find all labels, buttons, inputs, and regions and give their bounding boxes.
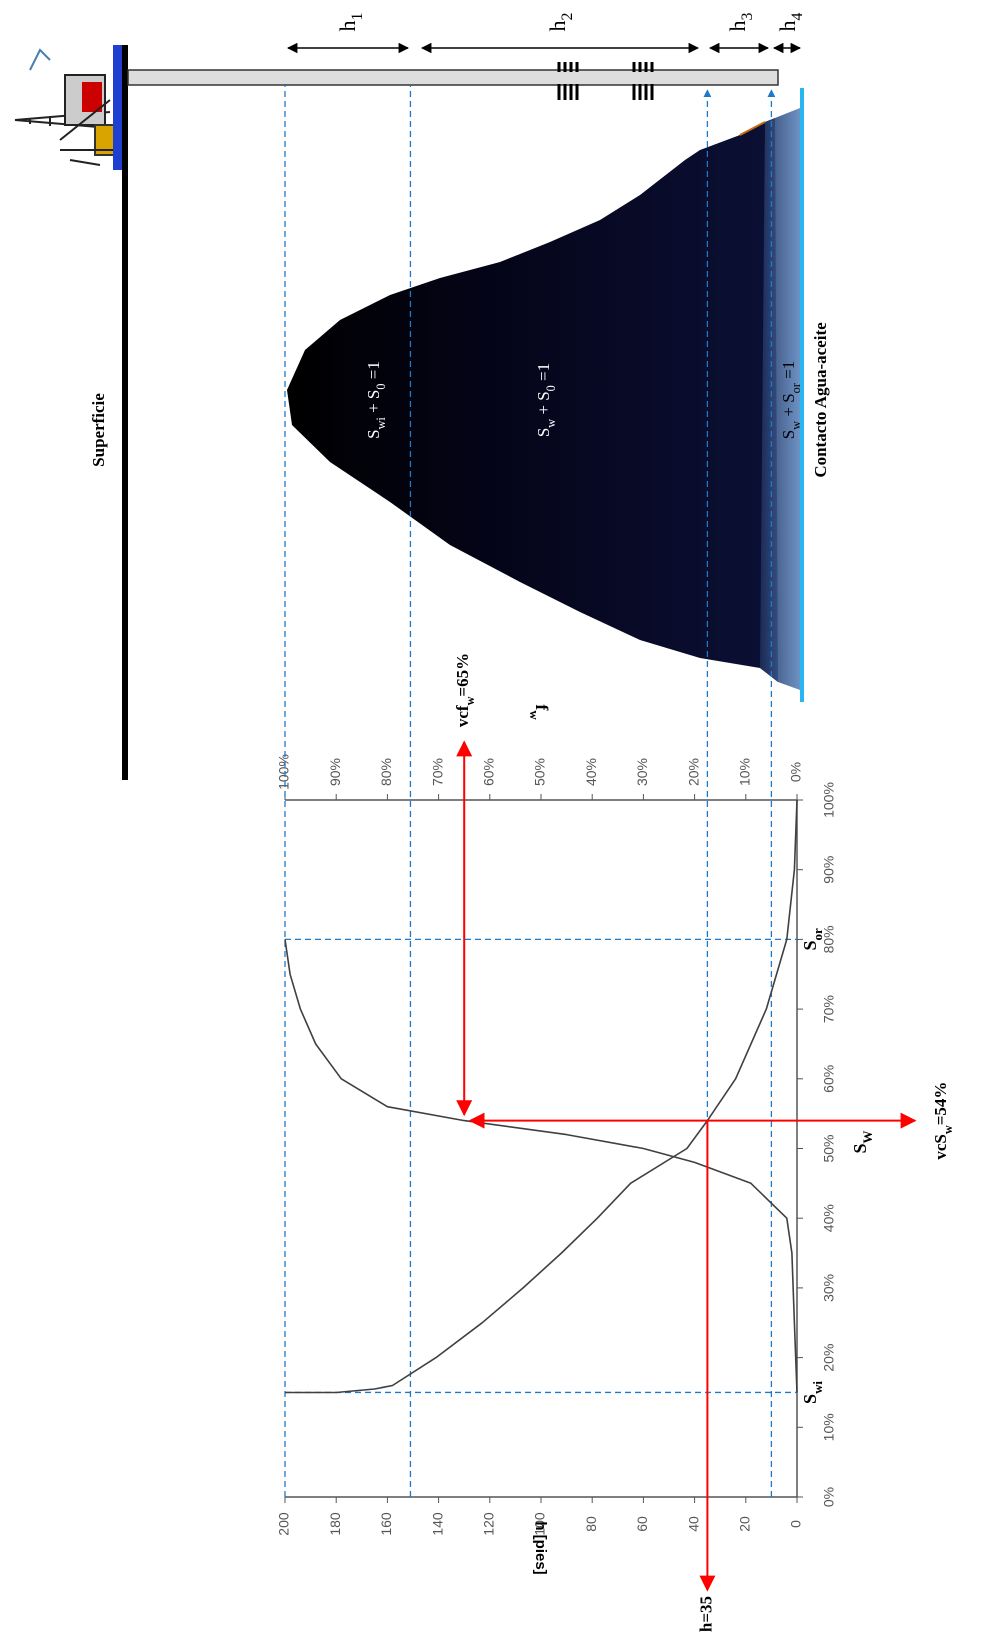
text-part: S: [364, 429, 383, 438]
text-part: =1: [364, 361, 383, 383]
y2-tick-label: 0%: [788, 762, 804, 782]
saturation-label: Swi: [800, 1381, 825, 1404]
subscript: W: [860, 1130, 875, 1143]
subscript: wi: [374, 417, 388, 430]
y2-tick-label: 100%: [276, 754, 292, 790]
saturation-label: Sor: [800, 928, 825, 950]
x-tick-label: 100%: [821, 782, 837, 818]
text-part: S: [850, 1143, 870, 1153]
subscript: 4: [789, 12, 806, 20]
text-part: S: [779, 430, 798, 439]
subscript: 1: [349, 13, 366, 21]
zone-label: Sw + S0 =1: [534, 363, 558, 437]
subscript: w: [941, 1125, 955, 1134]
y2-tick-label: 90%: [327, 758, 343, 786]
thickness-label: h4: [775, 12, 806, 31]
perforations: [557, 62, 654, 100]
text-part: vcS: [931, 1134, 950, 1160]
y-tick-label: 120: [481, 1512, 497, 1536]
x-tick-label: 90%: [821, 856, 837, 884]
subscript: 0: [544, 385, 558, 391]
curve: [285, 799, 798, 1394]
zone-label: Swi + S0 =1: [364, 361, 388, 439]
text-part: S: [800, 1394, 820, 1404]
text-part: + S: [364, 390, 383, 418]
text-part: =1: [779, 361, 798, 383]
subscript: or: [789, 383, 803, 393]
y2-tick-label: 10%: [737, 758, 753, 786]
y2-tick-label: 20%: [685, 758, 701, 786]
subscript: 0: [374, 383, 388, 389]
drilling-rig: [14, 48, 116, 166]
x-tick-label: 80%: [821, 925, 837, 953]
y-tick-label: 200: [276, 1512, 292, 1536]
y-tick-label: 160: [378, 1512, 394, 1536]
text-part: S: [534, 428, 553, 437]
x-tick-label: 40%: [821, 1204, 837, 1232]
annotation-label: h=35: [696, 1596, 715, 1632]
surface-label: Superficie: [89, 393, 108, 467]
y-tick-label: 140: [429, 1512, 445, 1536]
y-tick-label: 40: [685, 1516, 701, 1532]
text-part: h: [725, 20, 750, 31]
text-part: S: [800, 941, 820, 951]
y2-tick-label: 60%: [481, 758, 497, 786]
text-part: h: [775, 20, 800, 31]
contact-label: Contacto Agua-aceite: [811, 322, 830, 478]
x-tick-label: 30%: [821, 1274, 837, 1302]
x-tick-label: 60%: [821, 1065, 837, 1093]
water-zone: [760, 108, 800, 690]
x-axis-title: SW: [850, 1130, 875, 1153]
zone-label: Sw + Sor =1: [779, 361, 803, 439]
y-tick-label: 0: [788, 1520, 804, 1528]
y-tick-label: 100: [532, 1512, 548, 1536]
y2-tick-label: 30%: [634, 758, 650, 786]
edge: [739, 121, 766, 136]
subscript: 2: [559, 12, 576, 20]
y2-tick-label: 80%: [378, 758, 394, 786]
thickness-label: h1: [335, 13, 366, 32]
subscript: w: [789, 421, 803, 430]
x-tick-label: 10%: [821, 1413, 837, 1441]
y-axis-title: h [pies]: [532, 1521, 549, 1574]
reservoir: [287, 118, 778, 682]
x-tick-label: 20%: [821, 1344, 837, 1372]
y-tick-label: 80: [583, 1516, 599, 1532]
thickness-label: h3: [725, 12, 756, 31]
annotation-label: vcfw=65%: [453, 653, 477, 727]
text-part: =65%: [453, 653, 472, 697]
platform: [113, 45, 123, 170]
text-part: h: [335, 20, 360, 31]
y-tick-label: 20: [737, 1516, 753, 1532]
y-tick-label: 60: [634, 1516, 650, 1532]
y-tick-label: 180: [327, 1512, 343, 1536]
y2-axis-title: fw: [527, 704, 552, 720]
x-tick-label: 70%: [821, 995, 837, 1023]
annotation-label: vcSw=54%: [931, 1082, 955, 1160]
y2-tick-label: 40%: [583, 758, 599, 786]
subscript: 3: [739, 12, 756, 20]
well: [127, 69, 779, 86]
x-tick-label: 0%: [821, 1487, 837, 1507]
text-part: h=35: [696, 1596, 715, 1632]
subscript: wi: [810, 1381, 825, 1394]
text-part: h: [545, 20, 570, 31]
text-part: f: [532, 704, 552, 711]
text-part: + S: [779, 393, 798, 421]
thickness-label: h2: [545, 12, 576, 31]
text-part: =54%: [931, 1082, 950, 1126]
y2-tick-label: 50%: [532, 758, 548, 786]
curve: [284, 939, 798, 1393]
text-part: vcf: [453, 705, 472, 727]
text-part: + S: [534, 391, 553, 419]
text-part: =1: [534, 363, 553, 385]
subscript: w: [463, 696, 477, 705]
y2-tick-label: 70%: [429, 758, 445, 786]
subscript: w: [527, 710, 542, 720]
subscript: w: [544, 419, 558, 428]
x-tick-label: 50%: [821, 1134, 837, 1162]
subscript: or: [810, 928, 825, 940]
